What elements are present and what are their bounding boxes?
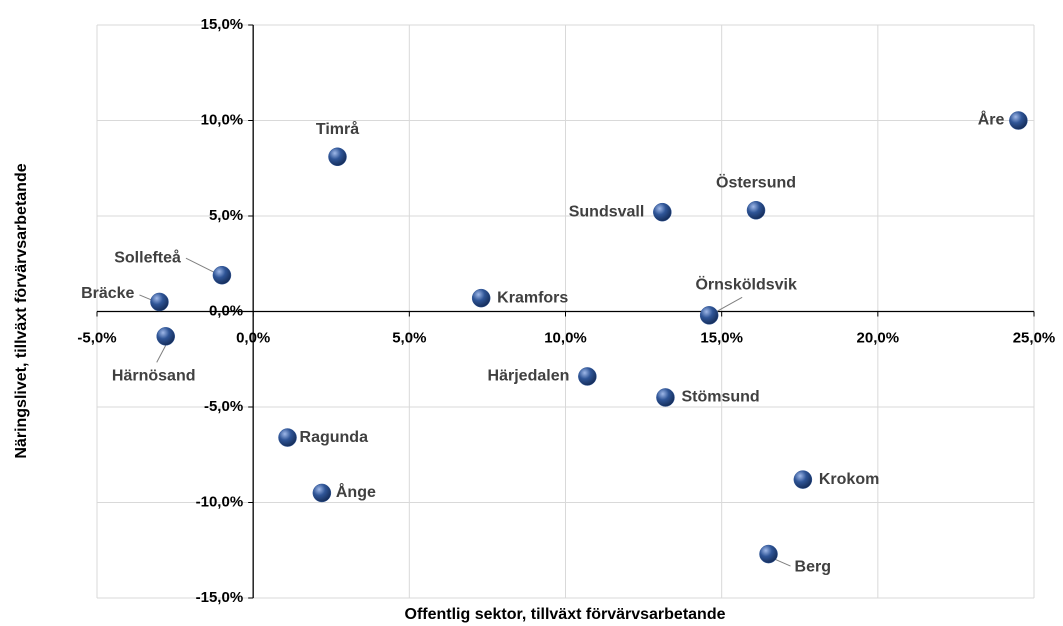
point bbox=[793, 470, 813, 489]
point-label: Åre bbox=[978, 110, 1005, 129]
point-label: Sollefteå bbox=[114, 248, 181, 266]
point-label: Östersund bbox=[716, 172, 796, 191]
point-label: Örnsköldsvik bbox=[695, 275, 796, 294]
point-label: Kramfors bbox=[497, 289, 568, 306]
point bbox=[312, 483, 332, 503]
leader-line bbox=[139, 294, 152, 301]
point bbox=[278, 428, 297, 447]
point bbox=[746, 201, 766, 220]
leader-line bbox=[714, 296, 743, 313]
point-label: Krokom bbox=[819, 471, 879, 488]
point bbox=[328, 147, 347, 167]
point-label: Sundsvall bbox=[569, 203, 645, 220]
point bbox=[1009, 111, 1028, 130]
y-tick-label: 10,0% bbox=[201, 111, 244, 128]
x-tick-label: 0,0% bbox=[236, 329, 270, 346]
y-tick-label: 15,0% bbox=[201, 16, 244, 33]
x-tick-label: 20,0% bbox=[857, 329, 900, 346]
y-axis-title: Näringslivet, tillväxt förvärvsarbetande bbox=[13, 163, 30, 458]
point bbox=[656, 388, 675, 407]
point bbox=[759, 544, 778, 564]
x-tick-label: 10,0% bbox=[544, 329, 587, 346]
point bbox=[150, 292, 169, 312]
point-label: Ragunda bbox=[300, 429, 369, 446]
point bbox=[471, 288, 491, 308]
point bbox=[653, 202, 672, 222]
point bbox=[699, 306, 719, 325]
leader-line bbox=[774, 558, 791, 567]
y-tick-label: -15,0% bbox=[196, 589, 244, 606]
point-label: Timrå bbox=[316, 120, 359, 138]
x-tick-label: 25,0% bbox=[1013, 329, 1056, 346]
y-tick-label: 5,0% bbox=[209, 207, 243, 224]
x-axis-title: Offentlig sektor, tillväxt förvärvsarbet… bbox=[405, 606, 726, 623]
point-label: Stömsund bbox=[681, 389, 759, 406]
point-label: Härnösand bbox=[112, 368, 196, 385]
y-tick-label: 0,0% bbox=[209, 302, 243, 319]
point bbox=[578, 367, 597, 386]
point-label: Berg bbox=[795, 558, 831, 575]
leader-line bbox=[185, 257, 215, 273]
point-label: Ånge bbox=[336, 482, 376, 501]
point-label: Bräcke bbox=[81, 285, 134, 302]
point-label: Härjedalen bbox=[488, 368, 570, 385]
y-tick-label: -10,0% bbox=[196, 493, 244, 510]
point bbox=[156, 327, 175, 346]
y-tick-label: -5,0% bbox=[204, 398, 243, 415]
point bbox=[212, 265, 232, 285]
x-tick-label: 5,0% bbox=[392, 329, 426, 346]
x-tick-label: -5,0% bbox=[77, 329, 116, 346]
leader-line bbox=[156, 345, 167, 363]
x-tick-label: 15,0% bbox=[700, 329, 743, 346]
